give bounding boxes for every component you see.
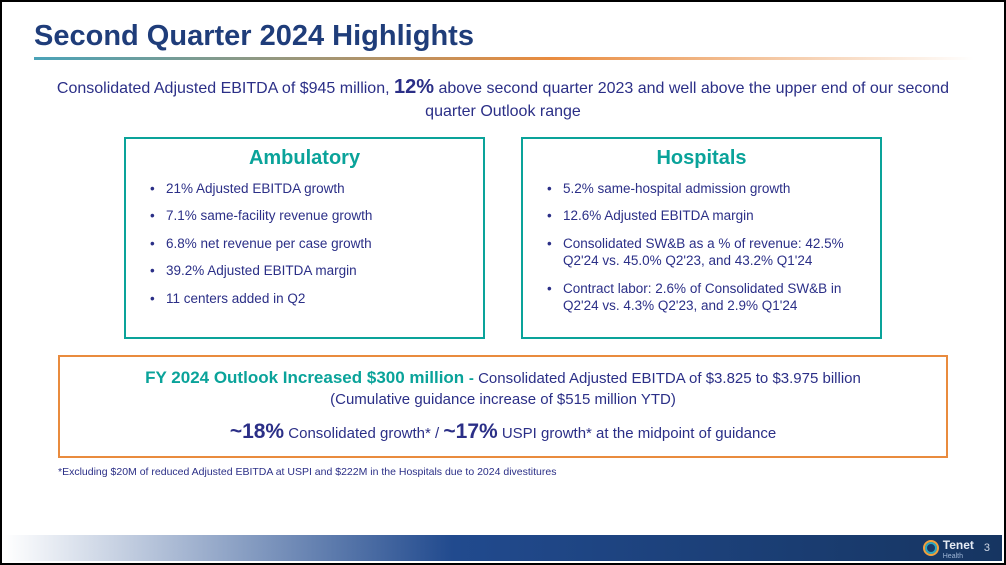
logo-text-wrap: Tenet Health: [943, 536, 974, 560]
outlook-line2: ~18% Consolidated growth* / ~17% USPI gr…: [74, 420, 932, 444]
outlook-dash: -: [469, 370, 478, 387]
panel-hospitals: Hospitals 5.2% same-hospital admission g…: [521, 137, 882, 339]
subhead-pre: Consolidated Adjusted EBITDA of $945 mil…: [57, 80, 394, 97]
logo: Tenet Health: [923, 536, 974, 560]
page-title: Second Quarter 2024 Highlights: [34, 20, 972, 53]
outlook-tail: USPI growth* at the midpoint of guidance: [498, 425, 777, 442]
list-item: Contract labor: 2.6% of Consolidated SW&…: [547, 280, 862, 315]
panel-ambulatory-title: Ambulatory: [144, 147, 465, 170]
logo-text: Tenet: [943, 538, 974, 552]
footnote: *Excluding $20M of reduced Adjusted EBIT…: [58, 466, 972, 478]
list-item: 11 centers added in Q2: [150, 290, 465, 308]
subhead-pct: 12%: [394, 76, 434, 98]
panels-row: Ambulatory 21% Adjusted EBITDA growth 7.…: [124, 137, 882, 339]
subhead-post: above second quarter 2023 and well above…: [425, 80, 949, 120]
outlook-box: FY 2024 Outlook Increased $300 million -…: [58, 355, 948, 458]
outlook-cum: (Cumulative guidance increase of $515 mi…: [74, 390, 932, 410]
outlook-lead: FY 2024 Outlook Increased $300 million: [145, 368, 469, 387]
panel-ambulatory: Ambulatory 21% Adjusted EBITDA growth 7.…: [124, 137, 485, 339]
list-item: 6.8% net revenue per case growth: [150, 235, 465, 253]
panel-ambulatory-list: 21% Adjusted EBITDA growth 7.1% same-fac…: [144, 180, 465, 308]
list-item: 5.2% same-hospital admission growth: [547, 180, 862, 198]
outlook-mid: Consolidated growth* /: [284, 425, 443, 442]
list-item: Consolidated SW&B as a % of revenue: 42.…: [547, 235, 862, 270]
panel-hospitals-title: Hospitals: [541, 147, 862, 170]
logo-subtext: Health: [943, 553, 974, 560]
subheading: Consolidated Adjusted EBITDA of $945 mil…: [54, 74, 952, 123]
outlook-pct1: ~18%: [230, 420, 284, 443]
title-rule: [34, 57, 974, 60]
logo-ring-icon: [923, 540, 939, 556]
outlook-rest: Consolidated Adjusted EBITDA of $3.825 t…: [478, 370, 861, 387]
list-item: 21% Adjusted EBITDA growth: [150, 180, 465, 198]
footer-bar: Tenet Health 3: [4, 535, 1002, 561]
outlook-pct2: ~17%: [443, 420, 497, 443]
list-item: 39.2% Adjusted EBITDA margin: [150, 262, 465, 280]
page-number: 3: [984, 542, 990, 554]
list-item: 12.6% Adjusted EBITDA margin: [547, 207, 862, 225]
list-item: 7.1% same-facility revenue growth: [150, 207, 465, 225]
outlook-line1: FY 2024 Outlook Increased $300 million -…: [74, 367, 932, 410]
panel-hospitals-list: 5.2% same-hospital admission growth 12.6…: [541, 180, 862, 315]
slide: Second Quarter 2024 Highlights Consolida…: [2, 2, 1004, 563]
